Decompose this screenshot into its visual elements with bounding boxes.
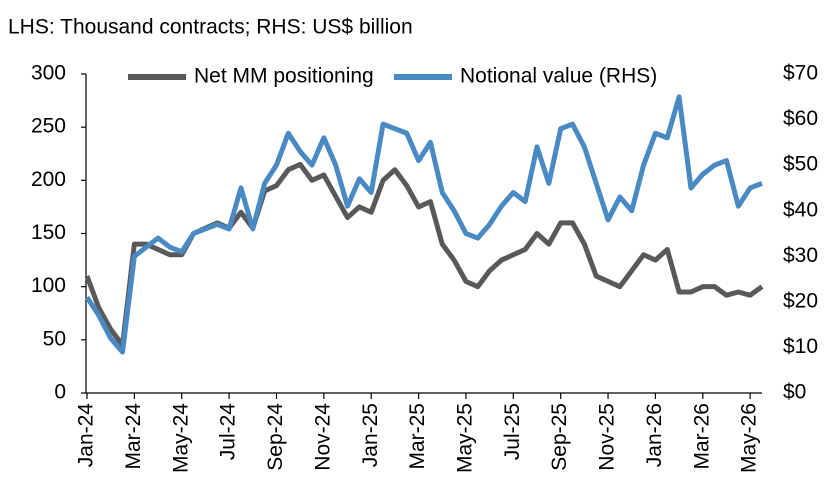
y2-tick-label: $40 <box>783 198 818 221</box>
x-tick-label: Mar-25 <box>406 403 429 470</box>
legend-label: Notional value (RHS) <box>460 65 657 88</box>
x-tick-label: Mar-24 <box>122 403 145 470</box>
x-tick-label: Sep-24 <box>264 403 287 471</box>
x-tick-label: Jan-24 <box>75 403 98 468</box>
y-tick-label: 100 <box>31 274 66 297</box>
y-tick-label: 250 <box>31 115 66 138</box>
x-tick-label: Jan-25 <box>359 403 382 467</box>
x-tick-label: May-26 <box>738 403 761 473</box>
x-tick-label: Jan-26 <box>643 403 666 467</box>
x-tick-label: Nov-24 <box>311 403 334 471</box>
y2-tick-label: $60 <box>783 107 818 130</box>
y-tick-label: 150 <box>31 221 66 244</box>
y-tick-label: 0 <box>54 381 66 404</box>
legend-label: Net MM positioning <box>194 65 374 88</box>
x-tick-label: May-24 <box>169 403 192 473</box>
y2-tick-label: $50 <box>783 153 818 176</box>
series-line <box>84 161 764 348</box>
x-tick-label: Nov-25 <box>596 403 619 471</box>
y2-tick-label: $30 <box>783 244 818 267</box>
y-tick-label: 50 <box>43 327 66 350</box>
y-tick-label: 300 <box>31 62 66 85</box>
x-tick-label: May-25 <box>453 403 476 473</box>
x-tick-label: Mar-26 <box>690 403 713 470</box>
x-tick-label: Jul-24 <box>217 403 240 461</box>
series-line <box>84 94 763 355</box>
x-tick-label: Sep-25 <box>548 403 571 471</box>
x-tick-label: Jul-25 <box>501 403 524 460</box>
y2-tick-label: $0 <box>783 381 806 404</box>
chart-subtitle: LHS: Thousand contracts; RHS: US$ billio… <box>8 16 413 39</box>
y2-tick-label: $20 <box>783 289 818 312</box>
y-tick-label: 200 <box>31 168 66 191</box>
y2-tick-label: $10 <box>783 335 818 358</box>
y2-tick-label: $70 <box>783 62 818 85</box>
